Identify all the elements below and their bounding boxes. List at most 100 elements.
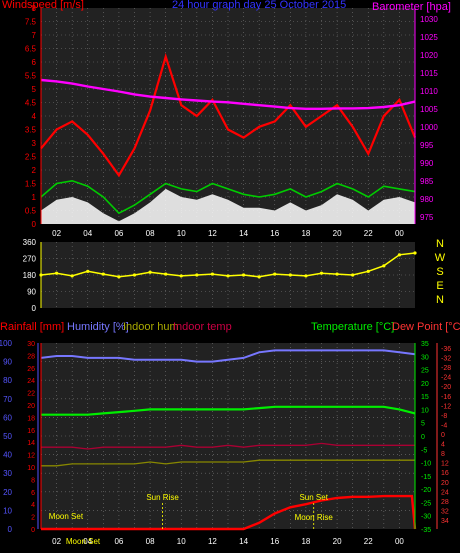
rainfall-axis-label: Rainfall [mm] bbox=[0, 321, 64, 333]
compass-label: E bbox=[436, 280, 443, 292]
rain-tick: 30 bbox=[27, 341, 35, 348]
temperature-tick: 5 bbox=[421, 421, 425, 428]
temperature-tick: -25 bbox=[421, 500, 431, 507]
barometer-tick: 1025 bbox=[420, 33, 438, 42]
dewpoint-tick: 32 bbox=[441, 508, 449, 515]
dewpoint-tick: -36 bbox=[441, 346, 451, 353]
dewpoint-tick: -4 bbox=[441, 422, 447, 429]
dewpoint-tick: -8 bbox=[441, 413, 447, 420]
temperature-tick: -35 bbox=[421, 527, 431, 534]
barometer-axis-label: Barometer [hpa] bbox=[372, 1, 451, 13]
wind-left-tick: 1.5 bbox=[25, 180, 37, 189]
dewpoint-tick: 8 bbox=[441, 451, 445, 458]
temperature-x-tick: 12 bbox=[208, 537, 217, 546]
direction-point bbox=[226, 274, 230, 278]
annotation-label: Moon Set bbox=[66, 537, 101, 546]
temperature-x-ticks: 02 04 06 08 10 12 14 16 18 20 22 00 bbox=[52, 537, 404, 546]
annotation-label: Moon Rise bbox=[295, 513, 334, 522]
rain-tick: 24 bbox=[27, 378, 35, 385]
direction-point bbox=[210, 272, 215, 276]
wind-left-tick: 2 bbox=[32, 166, 37, 175]
barometer-tick: 985 bbox=[420, 177, 434, 186]
direction-tick: 360 bbox=[23, 238, 37, 247]
sun-moon-annotations: Moon Set Sun Rise Sun Set Moon Rise Moon Set bbox=[49, 493, 334, 546]
direction-point bbox=[70, 274, 74, 278]
wind-series-line bbox=[40, 179, 416, 215]
wind-x-tick: 12 bbox=[208, 229, 217, 238]
indoor-hum-series-line bbox=[41, 459, 415, 467]
dewpoint-tick: 0 bbox=[441, 432, 445, 439]
direction-point bbox=[351, 273, 355, 277]
temperature-tick: 0 bbox=[421, 434, 425, 441]
direction-point bbox=[164, 272, 168, 276]
direction-point bbox=[382, 264, 386, 268]
wind-x-tick: 04 bbox=[83, 229, 92, 238]
compass-label: W bbox=[435, 252, 446, 264]
humidity-tick: 10 bbox=[3, 506, 12, 515]
wind-x-tick: 02 bbox=[52, 229, 61, 238]
direction-tick: 0 bbox=[32, 304, 37, 313]
rain-tick: 4 bbox=[31, 502, 35, 509]
rain-tick: 0 bbox=[31, 527, 35, 534]
wind-left-tick: 5 bbox=[32, 85, 37, 94]
humidity-series-line bbox=[40, 349, 416, 363]
wind-x-tick: 14 bbox=[239, 229, 248, 238]
direction-point bbox=[413, 251, 417, 255]
dewpoint-tick: -12 bbox=[441, 403, 451, 410]
wind-left-tick: 4 bbox=[32, 112, 37, 121]
temperature-x-tick: 04 bbox=[83, 537, 92, 546]
dewpoint-tick: 24 bbox=[441, 489, 449, 496]
humidity-tick: 50 bbox=[3, 432, 12, 441]
wind-left-tick: 4.5 bbox=[25, 99, 37, 108]
dewpoint-axis-label: Dew Point [°C] bbox=[392, 321, 460, 333]
wind-left-tick: 7.5 bbox=[25, 18, 37, 27]
direction-point bbox=[241, 273, 246, 277]
temperature-x-tick: 02 bbox=[52, 537, 61, 546]
direction-point bbox=[54, 271, 59, 275]
dewpoint-tick: 28 bbox=[441, 499, 449, 506]
temperature-tick: -5 bbox=[421, 447, 427, 454]
barometer-tick: 1010 bbox=[420, 87, 438, 96]
compass-label: N bbox=[436, 238, 444, 250]
humidity-tick: 40 bbox=[3, 451, 12, 460]
temperature-x-tick: 00 bbox=[395, 537, 404, 546]
wind-left-tick: 8 bbox=[32, 4, 37, 13]
direction-point bbox=[335, 272, 339, 276]
humidity-tick: 30 bbox=[3, 469, 12, 478]
rain-tick: 26 bbox=[27, 366, 35, 373]
barometer-tick: 995 bbox=[420, 141, 434, 150]
direction-point bbox=[117, 275, 121, 279]
temperature-x-tick: 08 bbox=[146, 537, 155, 546]
rain-tick: 20 bbox=[27, 403, 35, 410]
direction-tick: 270 bbox=[23, 255, 37, 264]
windspeed-axis-label: Windspeed [m/s] bbox=[2, 0, 84, 11]
wind-left-tick: 7 bbox=[32, 31, 37, 40]
average-speed-area bbox=[41, 188, 415, 224]
wind-x-tick: 06 bbox=[114, 229, 123, 238]
humidity-tick: 20 bbox=[3, 488, 12, 497]
temperature-x-tick: 06 bbox=[114, 537, 123, 546]
direction-point bbox=[257, 275, 261, 279]
direction-point bbox=[179, 274, 183, 278]
indoor-temp-label: Indoor temp bbox=[173, 321, 232, 333]
wind-x-tick: 22 bbox=[364, 229, 373, 238]
temperature-x-tick: 10 bbox=[177, 537, 186, 546]
humidity-tick: 60 bbox=[3, 413, 12, 422]
temperature-tick: 30 bbox=[421, 354, 429, 361]
rain-tick: 10 bbox=[27, 465, 35, 472]
temperature-x-tick: 18 bbox=[301, 537, 310, 546]
barometer-tick: 1030 bbox=[420, 15, 438, 24]
temperature-grid bbox=[41, 343, 415, 529]
wind-left-tick: 0.5 bbox=[25, 207, 37, 216]
dewpoint-tick: -24 bbox=[441, 375, 451, 382]
direction-point bbox=[273, 272, 277, 276]
rain-tick: 28 bbox=[27, 353, 35, 360]
dewpoint-tick: 20 bbox=[441, 480, 449, 487]
barometer-tick: 975 bbox=[420, 213, 434, 222]
wind-x-tick: 00 bbox=[395, 229, 404, 238]
temperature-series-line bbox=[41, 405, 416, 416]
direction-point bbox=[319, 271, 324, 275]
compass-label: S bbox=[436, 266, 443, 278]
temperature-tick: -30 bbox=[421, 514, 431, 521]
direction-point bbox=[304, 274, 308, 278]
